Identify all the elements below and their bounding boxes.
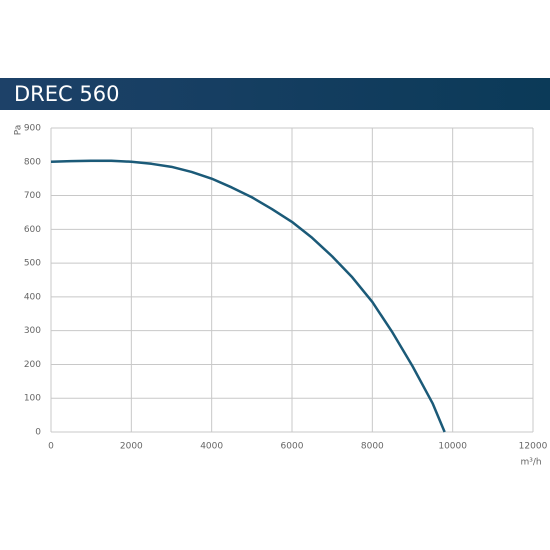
- data-line: [50, 159, 446, 433]
- x-tick-label: 2000: [120, 442, 143, 452]
- y-tick-label: 900: [24, 124, 41, 134]
- y-tick-label: 100: [24, 394, 41, 404]
- x-tick-label: 4000: [200, 442, 223, 452]
- y-tick-label: 600: [24, 225, 41, 235]
- y-tick-label: 700: [24, 191, 41, 201]
- y-tick-label: 400: [24, 292, 41, 302]
- y-tick-label: 300: [24, 326, 41, 336]
- x-tick-label: 8000: [361, 442, 384, 452]
- y-axis-label: Pa: [14, 125, 24, 136]
- x-tick-label: 0: [48, 442, 54, 452]
- x-axis-label: m³/h: [520, 458, 541, 468]
- y-tick-label: 200: [24, 360, 41, 370]
- x-tick-label: 12000: [519, 442, 548, 452]
- chart-title: DREC 560: [14, 82, 119, 106]
- x-tick-label: 6000: [281, 442, 304, 452]
- x-tick-label: 10000: [438, 442, 467, 452]
- y-tick-label: 800: [24, 157, 41, 167]
- y-tick-label: 500: [24, 259, 41, 269]
- y-tick-label: 0: [35, 428, 41, 438]
- header-bar: [0, 78, 550, 110]
